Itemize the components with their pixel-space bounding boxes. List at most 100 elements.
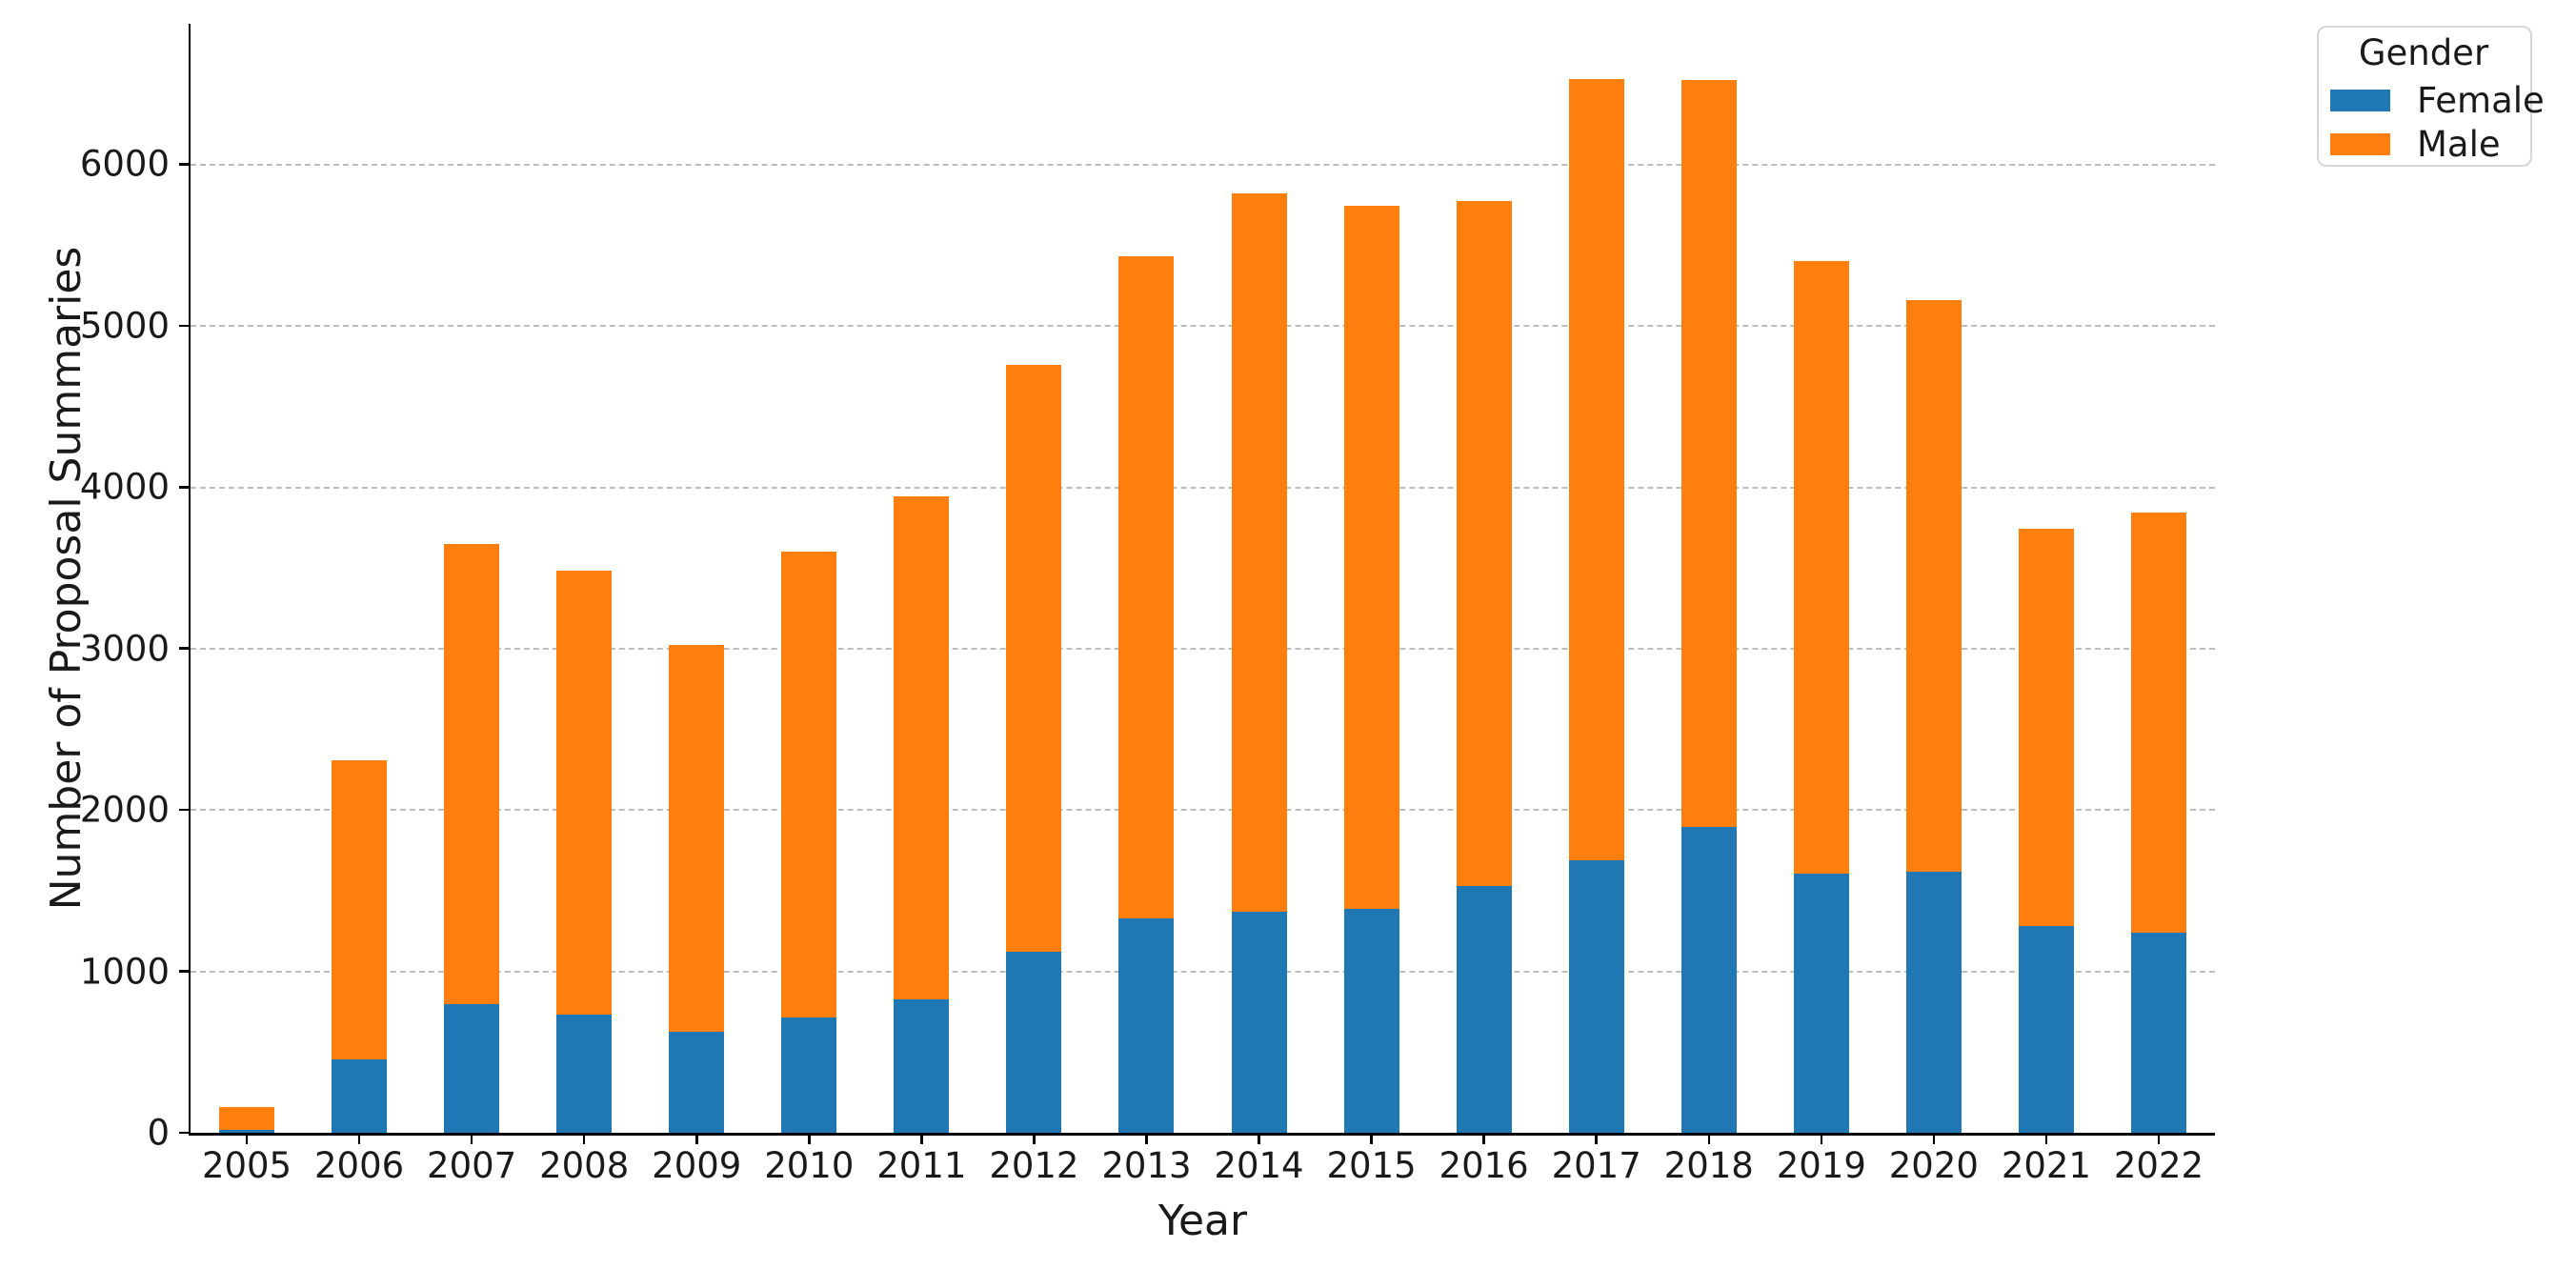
bar-segment-female-2018 (1680, 826, 1737, 1133)
x-tick-mark-2013 (1145, 1133, 1148, 1144)
x-tick-label-2009: 2009 (652, 1145, 742, 1186)
bar-segment-female-2005 (219, 1129, 275, 1133)
bar-segment-male-2007 (444, 543, 500, 1005)
y-axis-label-text: Number of Proposal Summaries (42, 246, 91, 911)
female-swatch-icon (2330, 90, 2390, 112)
legend-title: Gender (2358, 32, 2489, 73)
x-tick-label-2021: 2021 (2001, 1145, 2091, 1186)
bar-segment-female-2016 (1456, 885, 1512, 1133)
x-tick-mark-2016 (1482, 1133, 1485, 1144)
bar-segment-female-2010 (781, 1017, 837, 1133)
x-tick-mark-2010 (808, 1133, 811, 1144)
y-tick-label-4000: 4000 (79, 466, 170, 508)
x-tick-mark-2019 (1820, 1133, 1823, 1144)
bar-segment-male-2014 (1231, 192, 1287, 912)
gridline-2000 (191, 809, 2215, 812)
bar-segment-male-2009 (669, 645, 725, 1033)
x-tick-mark-2012 (1033, 1133, 1036, 1144)
y-tick-mark-4000 (178, 486, 189, 489)
y-tick-mark-0 (178, 1131, 189, 1135)
x-tick-mark-2009 (695, 1133, 698, 1144)
bar-segment-female-2017 (1568, 859, 1624, 1133)
x-tick-mark-2022 (2157, 1133, 2161, 1144)
x-tick-label-2022: 2022 (2113, 1145, 2204, 1186)
x-tick-label-2017: 2017 (1551, 1145, 1641, 1186)
y-tick-mark-5000 (178, 324, 189, 328)
x-tick-mark-2017 (1595, 1133, 1598, 1144)
bar-segment-male-2005 (219, 1106, 275, 1130)
bar-segment-male-2006 (332, 759, 388, 1059)
bar-segment-male-2012 (1006, 364, 1062, 953)
bar-segment-male-2017 (1568, 78, 1624, 860)
bar-segment-female-2006 (332, 1058, 388, 1133)
legend-item-female: Female (2330, 83, 2545, 118)
x-tick-mark-2011 (920, 1133, 923, 1144)
legend: Gender Female Male (2317, 26, 2545, 167)
y-tick-mark-1000 (178, 970, 189, 973)
x-tick-label-2015: 2015 (1326, 1145, 1417, 1186)
x-tick-label-2011: 2011 (876, 1145, 967, 1186)
bar-segment-female-2020 (1905, 871, 1962, 1133)
gridline-1000 (191, 970, 2215, 973)
bar-segment-female-2014 (1231, 911, 1287, 1133)
x-axis-spine (188, 1133, 2215, 1136)
bar-segment-male-2013 (1118, 255, 1175, 918)
bar-segment-male-2019 (1793, 261, 1849, 875)
bar-segment-female-2021 (2018, 926, 2074, 1133)
y-tick-label-3000: 3000 (79, 628, 170, 670)
bar-segment-female-2007 (444, 1004, 500, 1133)
x-tick-mark-2020 (1932, 1133, 1936, 1144)
y-tick-label-0: 0 (147, 1112, 170, 1154)
y-tick-mark-3000 (178, 647, 189, 650)
y-tick-mark-6000 (178, 163, 189, 166)
x-tick-label-2016: 2016 (1439, 1145, 1529, 1186)
x-tick-mark-2018 (1707, 1133, 1710, 1144)
x-tick-mark-2006 (357, 1133, 361, 1144)
bar-segment-male-2011 (894, 496, 950, 1000)
bar-segment-female-2013 (1118, 917, 1175, 1133)
x-tick-label-2012: 2012 (989, 1145, 1079, 1186)
male-swatch-icon (2330, 133, 2390, 156)
bar-segment-female-2022 (2130, 932, 2186, 1133)
y-tick-label-2000: 2000 (79, 789, 170, 831)
x-tick-mark-2015 (1370, 1133, 1373, 1144)
gridline-6000 (191, 163, 2215, 166)
bar-segment-male-2018 (1680, 80, 1737, 827)
x-tick-mark-2021 (2044, 1133, 2048, 1144)
x-tick-mark-2005 (245, 1133, 249, 1144)
bar-segment-male-2015 (1343, 206, 1399, 909)
bar-segment-male-2016 (1456, 201, 1512, 886)
x-tick-label-2013: 2013 (1101, 1145, 1192, 1186)
x-tick-label-2020: 2020 (1888, 1145, 1979, 1186)
x-tick-label-2018: 2018 (1663, 1145, 1754, 1186)
y-tick-label-6000: 6000 (79, 143, 170, 185)
x-tick-label-2006: 2006 (313, 1145, 405, 1186)
bar-segment-male-2020 (1905, 299, 1962, 872)
x-tick-label-2014: 2014 (1214, 1145, 1304, 1186)
bar-segment-female-2019 (1793, 874, 1849, 1133)
x-tick-label-2019: 2019 (1776, 1145, 1866, 1186)
x-axis-label: Year (1157, 1197, 1248, 1245)
plot-area: 0 1000 2000 3000 4000 5000 6000 2005 2006 2007 20… (80, 24, 2215, 1183)
x-tick-mark-2008 (582, 1133, 586, 1144)
y-tick-mark-2000 (178, 808, 189, 812)
bar-segment-male-2022 (2130, 513, 2186, 933)
bar-segment-female-2012 (1006, 952, 1062, 1133)
x-tick-label-2008: 2008 (539, 1145, 630, 1186)
bar-segment-female-2008 (556, 1015, 613, 1133)
x-tick-mark-2014 (1258, 1133, 1260, 1144)
bar-segment-female-2015 (1343, 908, 1399, 1133)
legend-item-male: Male (2330, 127, 2517, 162)
bar-segment-male-2008 (556, 571, 613, 1016)
x-tick-label-2007: 2007 (427, 1145, 517, 1186)
gridline-3000 (191, 647, 2215, 650)
x-tick-label-2005: 2005 (201, 1145, 292, 1186)
bar-segment-male-2021 (2018, 529, 2074, 927)
x-tick-mark-2007 (470, 1133, 473, 1144)
gridline-4000 (191, 486, 2215, 489)
x-tick-label-2010: 2010 (764, 1145, 855, 1186)
y-tick-label-5000: 5000 (79, 305, 170, 347)
gridline-5000 (191, 325, 2215, 328)
y-axis-spine (188, 24, 191, 1136)
